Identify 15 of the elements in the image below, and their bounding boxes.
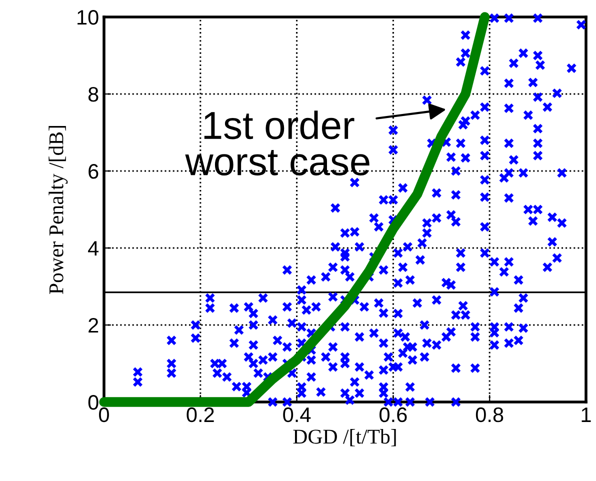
y-tick-label: 8	[88, 87, 98, 102]
y-tick-label: 10	[78, 10, 98, 25]
y-tick-label: 0	[88, 395, 98, 410]
y-tick-label: 2	[88, 318, 98, 333]
x-tick-label: 0.8	[476, 407, 504, 422]
x-tick-label: 0	[99, 407, 109, 422]
x-tick-label: 1	[582, 408, 591, 422]
x-tick-label: 0.4	[283, 407, 311, 422]
x-axis-title: DGD /[t/Tb]	[293, 429, 396, 446]
x-tick-label: 0.6	[380, 407, 407, 422]
y-tick-label: 4	[88, 241, 99, 256]
x-tick-label: 0.2	[186, 407, 214, 422]
annotation: 1st order worst case	[185, 110, 370, 176]
y-axis-title: Power Penalty /[dB]	[48, 126, 68, 294]
y-tick-label: 6	[88, 164, 98, 179]
